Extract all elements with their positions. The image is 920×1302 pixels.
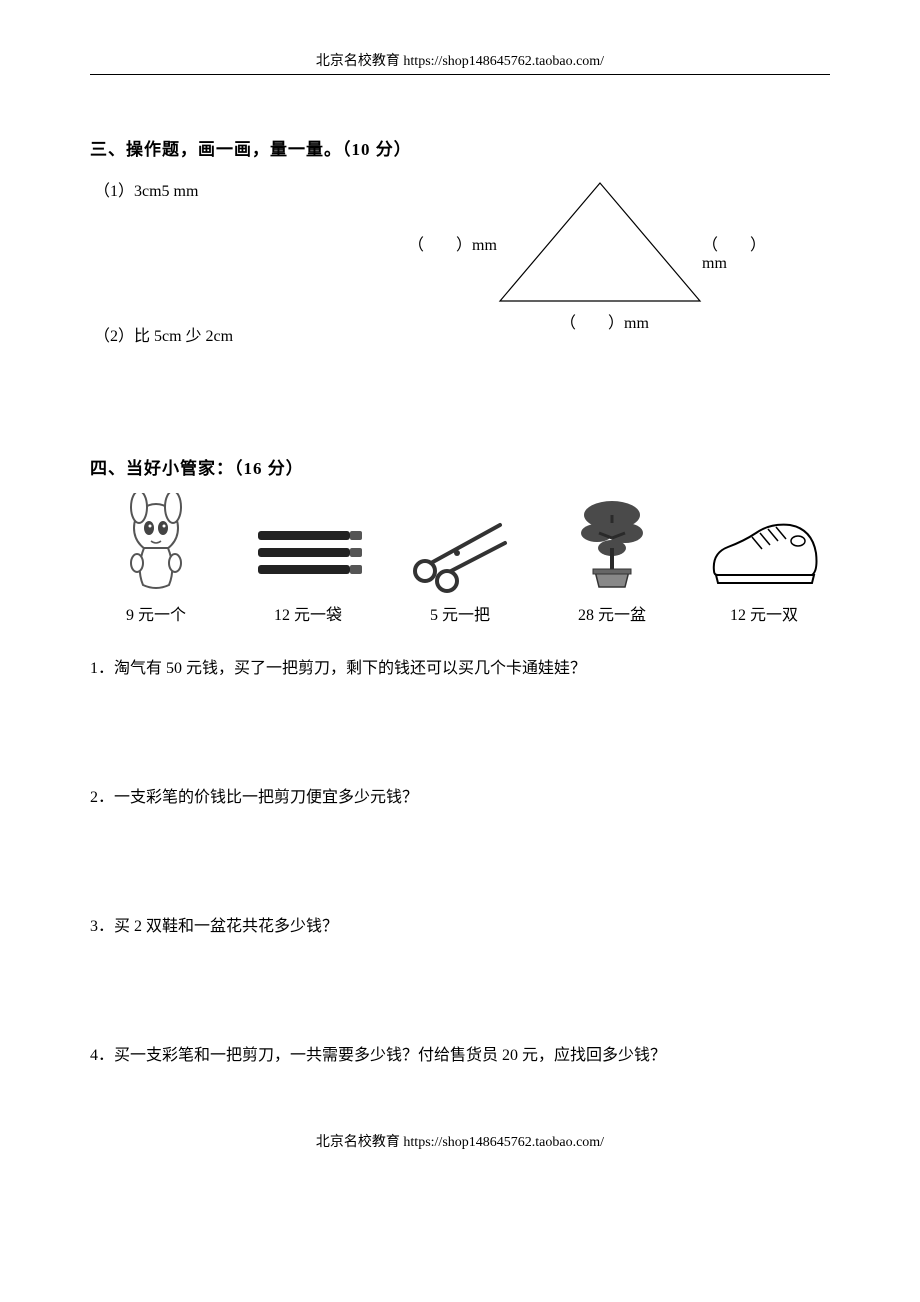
page-header: 北京名校教育 https://shop148645762.taobao.com/ [90, 50, 830, 75]
markers-icon [242, 493, 374, 593]
s4-q1: 1．淘气有 50 元钱，买了一把剪刀，剩下的钱还可以买几个卡通娃娃？ [90, 655, 830, 684]
s4-q4: 4．买一支彩笔和一把剪刀，一共需要多少钱？付给售货员 20 元，应找回多少钱？ [90, 1042, 830, 1071]
triangle-bottom-label: （ ）mm [560, 309, 649, 333]
price-5: 12 元一双 [698, 601, 830, 625]
scissors-icon [394, 493, 526, 593]
shoe-icon [698, 493, 830, 593]
price-3: 5 元一把 [394, 601, 526, 625]
page-footer: 北京名校教育 https://shop148645762.taobao.com/ [90, 1131, 830, 1151]
items-row [90, 493, 830, 593]
section-3: 三、操作题，画一画，量一量。（10 分） （1）3cm5 mm （2）比 5cm… [90, 135, 830, 354]
doll-icon [90, 493, 222, 593]
s4-q3: 3．买 2 双鞋和一盆花共花多少钱？ [90, 913, 830, 942]
bonsai-icon [546, 493, 678, 593]
triangle-right-label: （ ）mm [702, 231, 780, 273]
section-3-title: 三、操作题，画一画，量一量。（10 分） [90, 135, 830, 160]
s4-q2: 2．一支彩笔的价钱比一把剪刀便宜多少元钱？ [90, 784, 830, 813]
price-row: 9 元一个 12 元一袋 5 元一把 28 元一盆 12 元一双 [90, 601, 830, 625]
triangle-figure: （ ）mm （ ）mm （ ）mm [420, 171, 780, 341]
triangle-left-label: （ ）mm [408, 231, 497, 255]
price-1: 9 元一个 [90, 601, 222, 625]
price-2: 12 元一袋 [242, 601, 374, 625]
price-4: 28 元一盆 [546, 601, 678, 625]
section-4-title: 四、当好小管家：（16 分） [90, 454, 830, 479]
